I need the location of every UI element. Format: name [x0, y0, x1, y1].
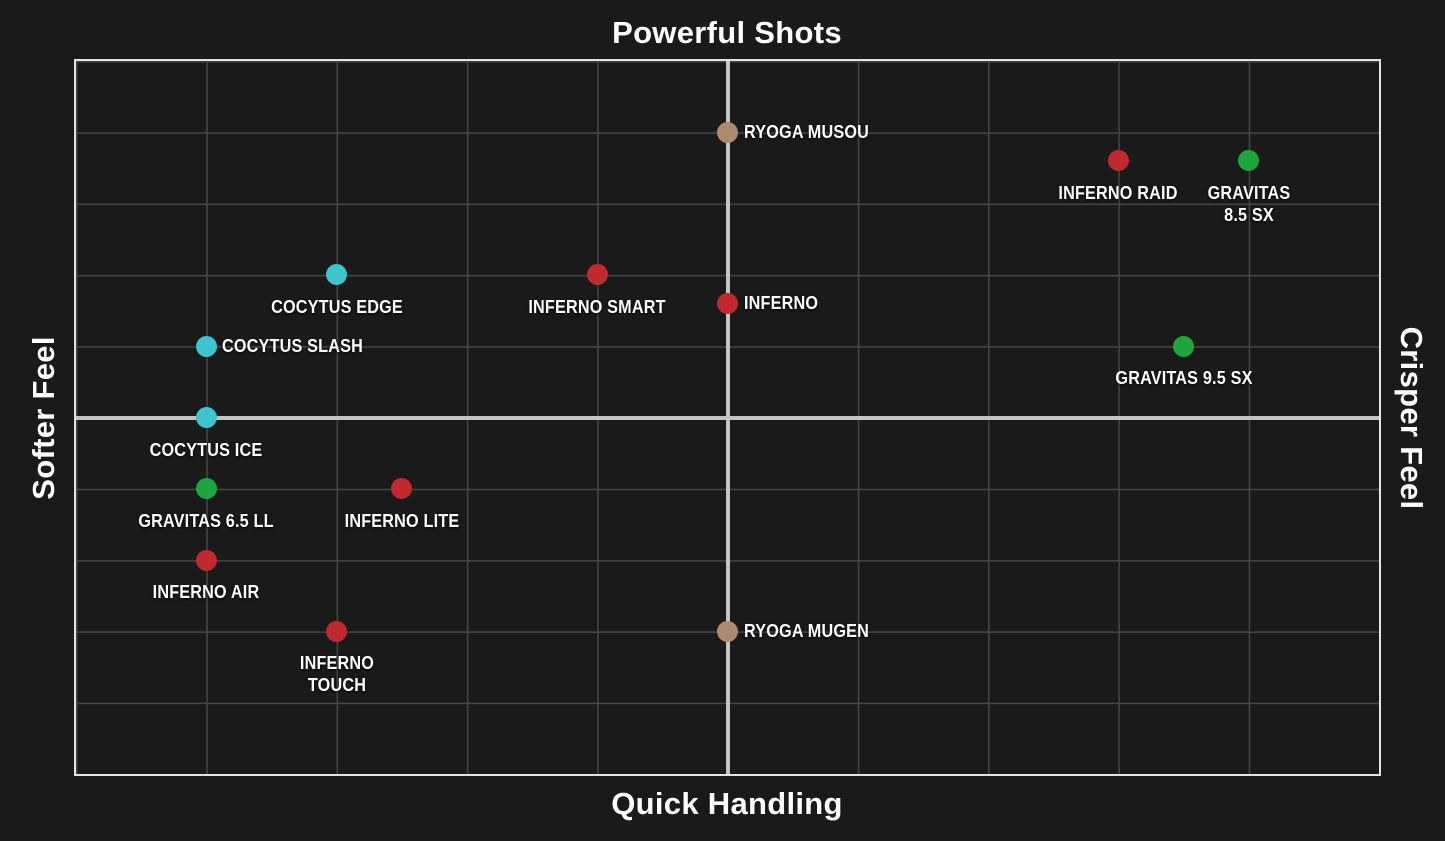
center-horizontal-axis [76, 415, 1379, 420]
data-point-dot [195, 478, 217, 500]
data-point-dot [391, 478, 413, 500]
data-point-label: COCYTUS EDGE [270, 296, 403, 317]
data-point-label: GRAVITAS 9.5 SX [1114, 368, 1253, 389]
data-point-dot [717, 620, 738, 642]
data-point-label: GRAVITAS 8.5 SX [1207, 182, 1291, 225]
data-point-label: RYOGA MUSOU [743, 122, 869, 143]
data-point-dot [586, 264, 608, 286]
axis-label-bottom: Quick Handling [611, 786, 843, 821]
data-point-dot [326, 620, 348, 642]
data-point-dot [326, 264, 348, 286]
data-point-label: COCYTUS ICE [149, 439, 263, 460]
data-point-label: INFERNO LITE [344, 510, 460, 531]
data-point-dot [195, 407, 217, 428]
data-point-label: INFERNO [743, 293, 818, 314]
data-point-label: INFERNO TOUCH [299, 653, 374, 696]
axis-label-left: Softer Feel [26, 336, 61, 500]
quadrant-chart-plot-area: RYOGA MUSOU INFERNO RAID GRAVITAS 8.5 SX CO… [74, 59, 1381, 776]
data-point-dot [717, 121, 738, 143]
axis-label-top: Powerful Shots [612, 15, 842, 50]
data-point-label: GRAVITAS 6.5 LL [138, 510, 274, 531]
data-point-dot [717, 292, 738, 314]
data-point-dot [195, 335, 217, 357]
data-point-label: RYOGA MUGEN [743, 621, 869, 642]
data-point-label: COCYTUS SLASH [222, 336, 364, 357]
data-point-dot [1238, 150, 1260, 172]
data-point-label: INFERNO RAID [1058, 182, 1178, 203]
data-point-label: INFERNO AIR [152, 582, 260, 603]
data-point-label: INFERNO SMART [528, 296, 666, 317]
data-point-dot [195, 549, 217, 571]
axis-label-right: Crisper Feel [1394, 326, 1429, 510]
data-point-dot [1107, 150, 1129, 172]
data-point-dot [1173, 335, 1195, 357]
